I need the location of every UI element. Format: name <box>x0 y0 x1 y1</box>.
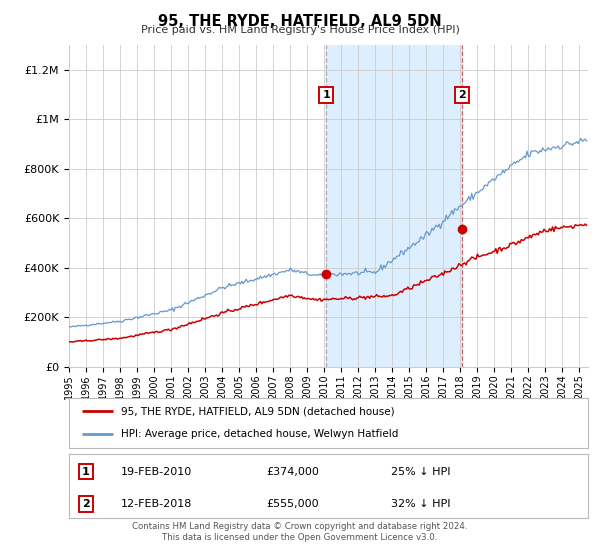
Text: 95, THE RYDE, HATFIELD, AL9 5DN (detached house): 95, THE RYDE, HATFIELD, AL9 5DN (detache… <box>121 406 395 416</box>
Text: 12-FEB-2018: 12-FEB-2018 <box>121 499 192 509</box>
Text: 2: 2 <box>82 499 90 509</box>
Text: 25% ↓ HPI: 25% ↓ HPI <box>391 466 450 477</box>
Text: 1: 1 <box>323 90 331 100</box>
Text: 1: 1 <box>82 466 90 477</box>
Text: 95, THE RYDE, HATFIELD, AL9 5DN: 95, THE RYDE, HATFIELD, AL9 5DN <box>158 14 442 29</box>
Text: 2: 2 <box>458 90 466 100</box>
Text: 19-FEB-2010: 19-FEB-2010 <box>121 466 192 477</box>
Text: HPI: Average price, detached house, Welwyn Hatfield: HPI: Average price, detached house, Welw… <box>121 430 398 440</box>
Text: £374,000: £374,000 <box>266 466 319 477</box>
Text: Price paid vs. HM Land Registry's House Price Index (HPI): Price paid vs. HM Land Registry's House … <box>140 25 460 35</box>
Text: This data is licensed under the Open Government Licence v3.0.: This data is licensed under the Open Gov… <box>163 533 437 542</box>
Bar <box>326 45 463 367</box>
Text: 32% ↓ HPI: 32% ↓ HPI <box>391 499 450 509</box>
Text: Contains HM Land Registry data © Crown copyright and database right 2024.: Contains HM Land Registry data © Crown c… <box>132 522 468 531</box>
Text: £555,000: £555,000 <box>266 499 319 509</box>
